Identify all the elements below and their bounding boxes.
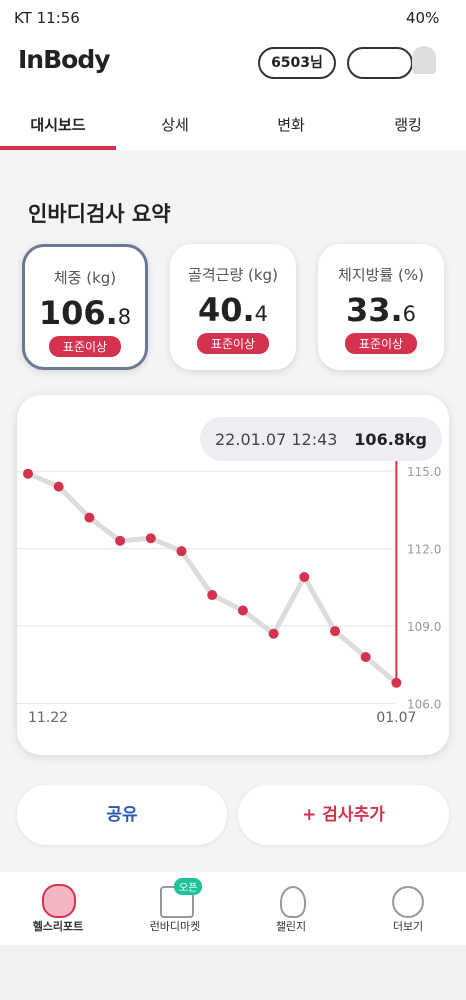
- point: [145, 533, 156, 544]
- x-tick-label: 11.22: [28, 710, 68, 726]
- tooltip-value: 106.8kg: [354, 430, 427, 449]
- chart: 22.01.07 12:43 106.8kg 115.0 112.0 109.0 10…: [17, 417, 442, 726]
- tab[interactable]: 변화: [277, 116, 305, 134]
- card-label: 골격근량 (kg): [188, 266, 278, 284]
- status-time: KT 11:56: [14, 9, 80, 27]
- tab[interactable]: 상세: [161, 116, 189, 134]
- line: [27, 471, 399, 685]
- add-button[interactable]: + 검사추가: [238, 785, 449, 845]
- user-button[interactable]: 6503님: [258, 47, 336, 79]
- y-tick-label: 106.0: [407, 697, 441, 711]
- tooltip-bg: [200, 417, 442, 461]
- point: [23, 468, 33, 479]
- card-label: 체중 (kg): [53, 269, 117, 287]
- nav-icon: [392, 886, 424, 918]
- point: [176, 546, 187, 557]
- point: [237, 605, 248, 616]
- card-value: 33.6: [345, 291, 417, 329]
- card-label: 체지방률 (%): [338, 266, 424, 284]
- nav-badge: 오픈: [174, 878, 203, 895]
- barcode-button[interactable]: [347, 47, 413, 79]
- logo: InBody: [18, 45, 111, 74]
- y-tick-label: 109.0: [407, 620, 441, 634]
- tab-indicator: [0, 146, 116, 150]
- battery: 40%: [406, 9, 440, 27]
- nav-item[interactable]: 챌린지: [275, 920, 307, 933]
- nav-item[interactable]: 런바디마켓: [149, 920, 201, 933]
- tooltip-date: 22.01.07 12:43: [215, 430, 337, 449]
- badge: 표준이상: [344, 333, 418, 354]
- card[interactable]: 체중 (kg) 106.8 표준이상: [22, 244, 148, 370]
- point: [330, 626, 340, 637]
- point: [207, 590, 218, 601]
- x-tick-label: 01.07: [376, 710, 416, 726]
- card-value: 40.4: [197, 291, 269, 329]
- tab[interactable]: 랭킹: [394, 116, 422, 134]
- bell[interactable]: [412, 46, 436, 74]
- card[interactable]: 체지방률 (%) 33.6 표준이상: [318, 244, 444, 370]
- nav-item[interactable]: 헬스리포트: [32, 920, 84, 933]
- point: [53, 481, 64, 492]
- point: [299, 571, 310, 582]
- point: [84, 512, 95, 523]
- card-value: 106.8: [38, 294, 132, 332]
- point: [268, 628, 279, 639]
- system-nav: [0, 945, 466, 1000]
- tab[interactable]: 대시보드: [30, 116, 86, 134]
- nav-icon: [280, 886, 306, 918]
- nav-icon: [42, 884, 76, 918]
- y-tick-label: 115.0: [407, 465, 441, 479]
- badge: 표준이상: [48, 336, 122, 357]
- badge: 표준이상: [196, 333, 270, 354]
- y-tick-label: 112.0: [407, 543, 441, 557]
- point: [360, 651, 371, 662]
- point: [391, 677, 402, 688]
- nav-item[interactable]: 더보기: [392, 920, 424, 933]
- card[interactable]: 골격근량 (kg) 40.4 표준이상: [170, 244, 296, 370]
- share-button[interactable]: 공유: [17, 785, 227, 845]
- section-title: 인바디검사 요약: [28, 202, 171, 226]
- point: [115, 535, 126, 546]
